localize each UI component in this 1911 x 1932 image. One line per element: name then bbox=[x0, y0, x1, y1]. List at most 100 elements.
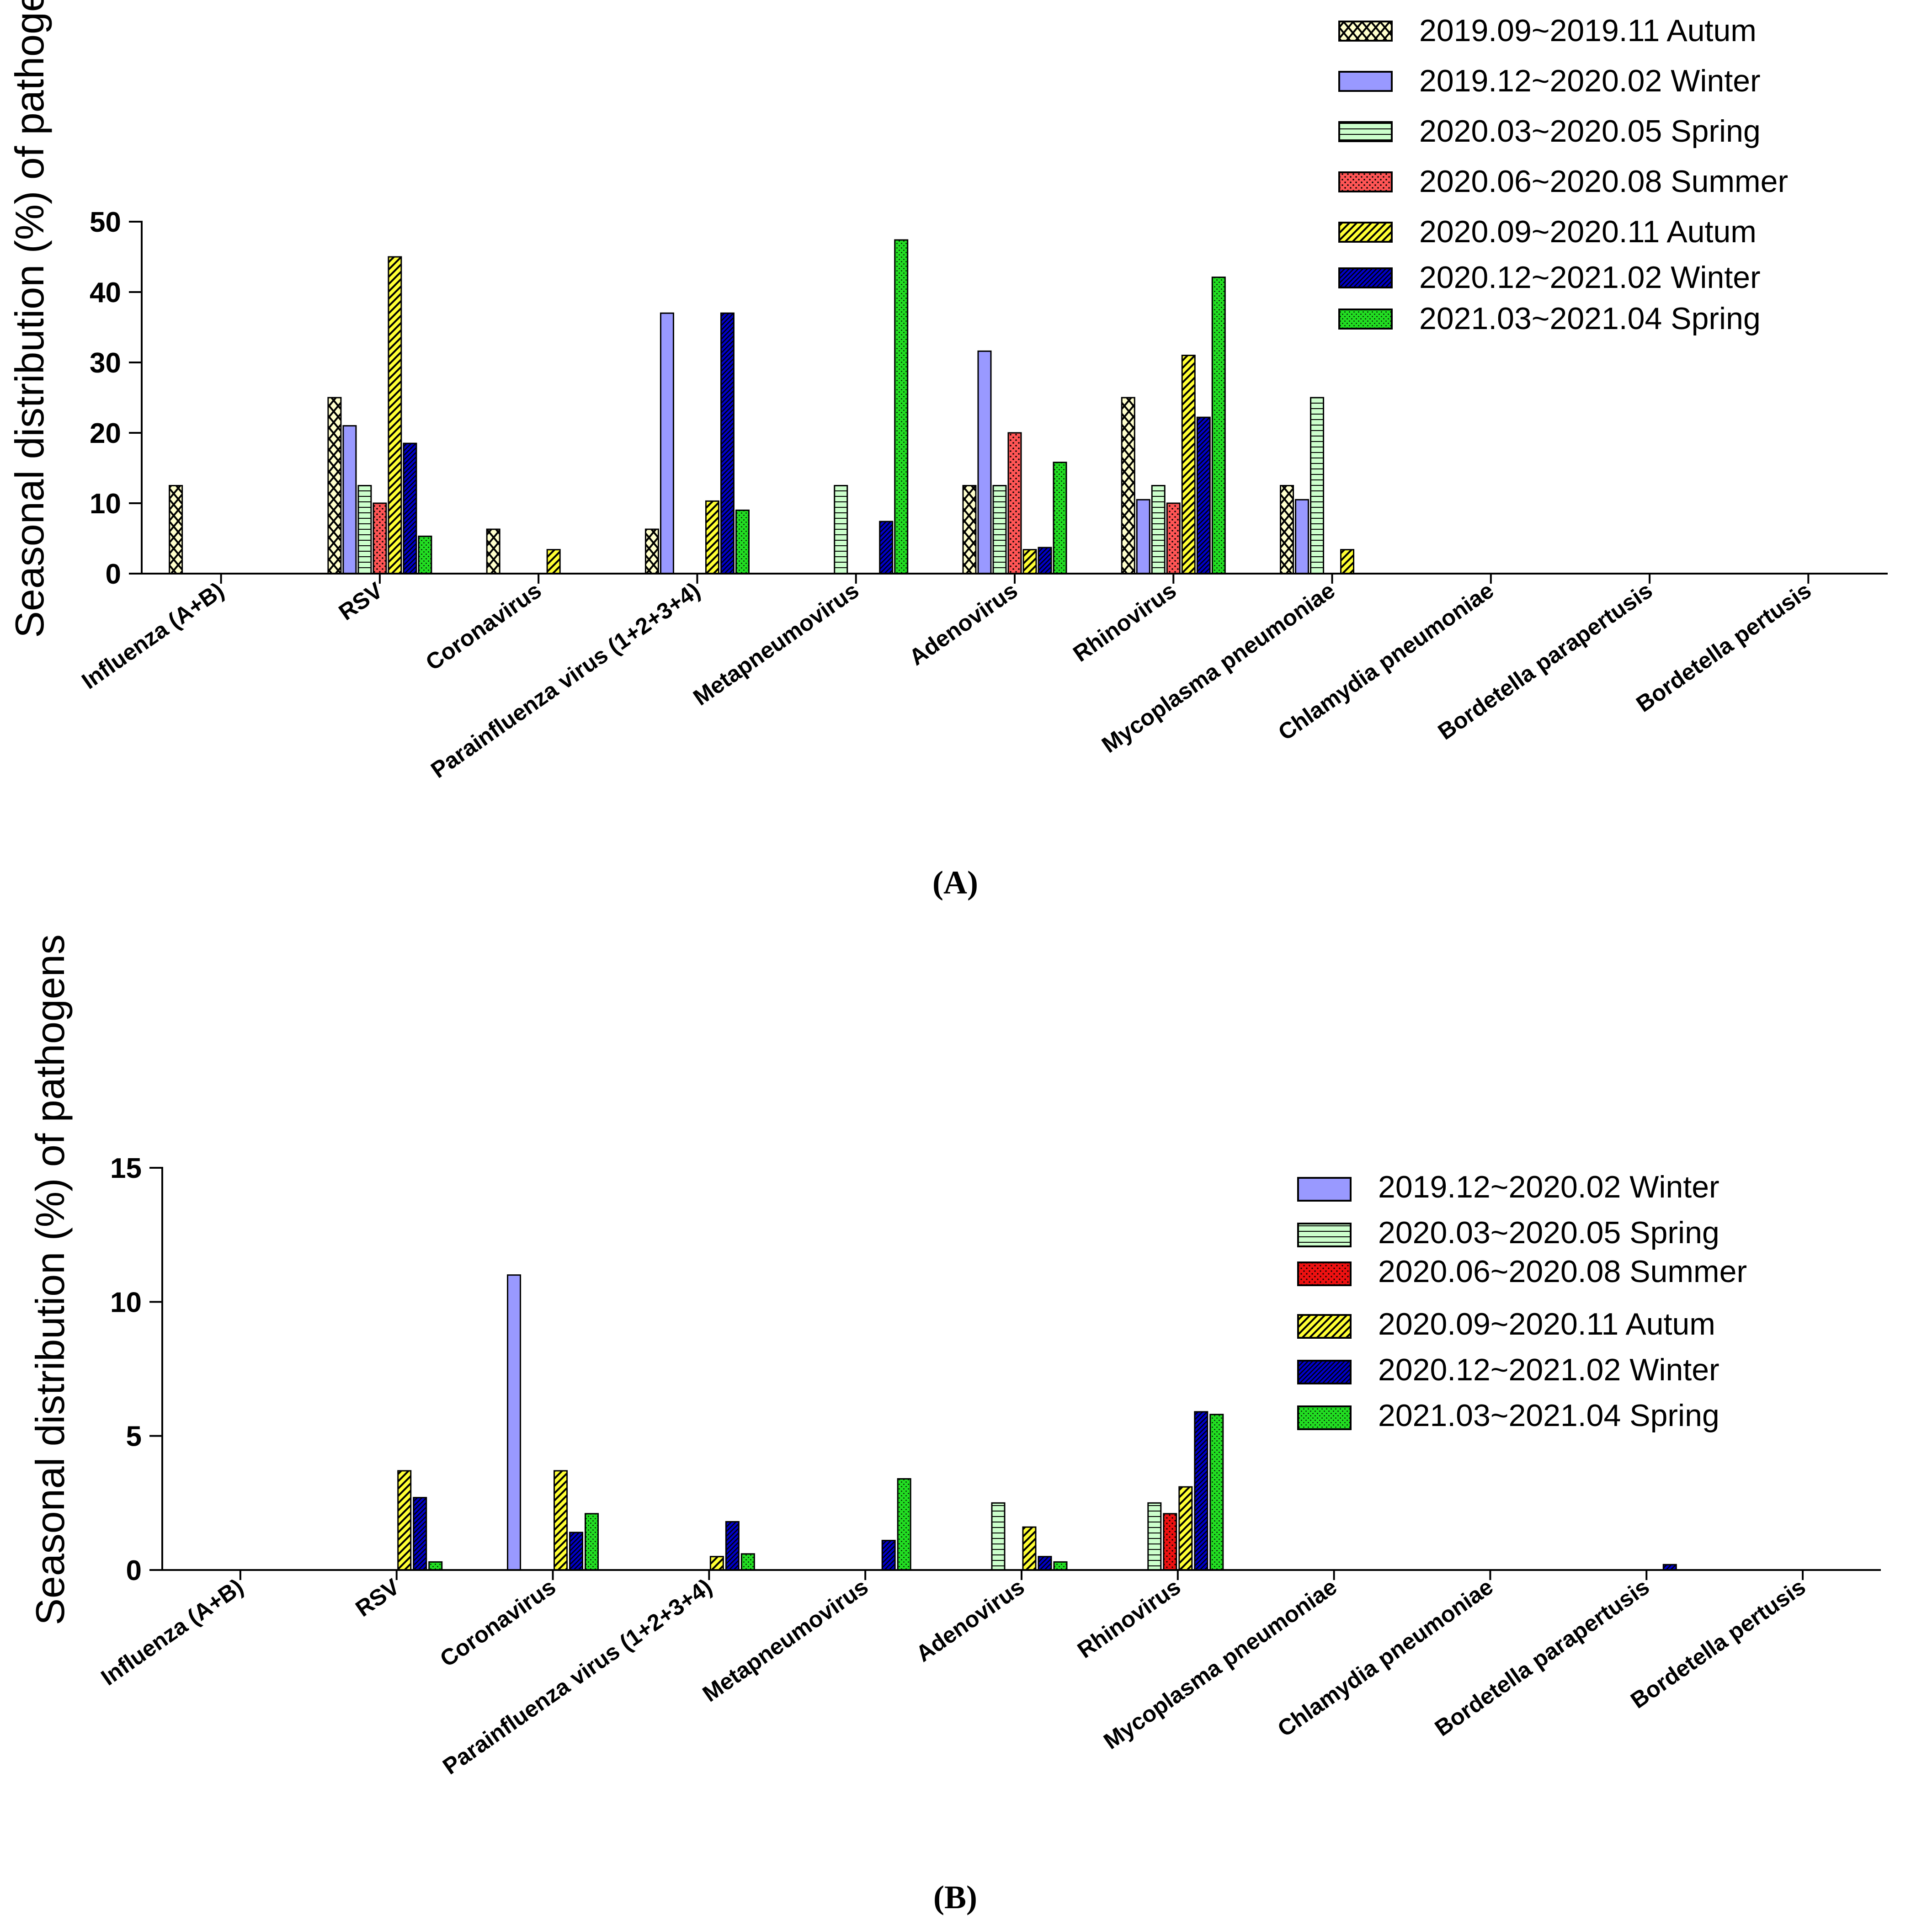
x-tick-label-parainfluenza-virus-1-2-3-4: Parainfluenza virus (1+2+3+4) bbox=[426, 577, 705, 783]
legend-item-2021-03-2021-04-spring: 2021.03~2021.04 Spring bbox=[1297, 1398, 1719, 1433]
legend-item-2020-09-2020-11-autum: 2020.09~2020.11 Autum bbox=[1297, 1307, 1715, 1341]
legend-label: 2020.09~2020.11 Autum bbox=[1419, 214, 1757, 249]
bar-2021-03-2021-04-spring-parainfluenza-virus-1-2-3-4 bbox=[735, 509, 750, 575]
legend-label: 2021.03~2021.04 Spring bbox=[1378, 1398, 1719, 1433]
bar-2020-06-2020-08-summer-rhinovirus bbox=[1163, 1513, 1177, 1571]
y-tick-label: 50 bbox=[90, 207, 121, 238]
bar-2020-09-2020-11-autum-rsv bbox=[397, 1470, 412, 1571]
legend-label: 2020.09~2020.11 Autum bbox=[1378, 1307, 1715, 1341]
bar-2021-03-2021-04-spring-rsv bbox=[428, 1561, 443, 1571]
y-axis-label: Seasonal distribution (%) of pathogens bbox=[27, 934, 73, 1625]
bar-2020-09-2020-11-autum-coronavirus bbox=[554, 1470, 568, 1571]
bar-2021-03-2021-04-spring-rhinovirus bbox=[1211, 277, 1226, 575]
bar-2020-12-2021-02-winter-adenovirus bbox=[1038, 547, 1052, 575]
bar-2020-09-2020-11-autum-mycoplasma-pneumoniae bbox=[1340, 549, 1355, 575]
bar-2021-03-2021-04-spring-metapneumovirus bbox=[894, 239, 909, 575]
legend: 2019.12~2020.02 Winter 2020.03~2020.05 Sp… bbox=[1297, 1170, 1747, 1433]
bar-2020-12-2021-02-winter-adenovirus bbox=[1038, 1556, 1052, 1571]
panel-label: (B) bbox=[933, 1879, 977, 1916]
bar-2020-03-2020-05-spring-adenovirus bbox=[991, 1502, 1006, 1571]
x-tick-label-parainfluenza-virus-1-2-3-4: Parainfluenza virus (1+2+3+4) bbox=[438, 1574, 716, 1779]
legend-label: 2020.03~2020.05 Spring bbox=[1378, 1215, 1719, 1250]
legend-label: 2019.12~2020.02 Winter bbox=[1419, 64, 1761, 98]
chart-panel-a: Seasonal distribution (%) of pathogens 0… bbox=[7, 0, 1888, 901]
bar-2021-03-2021-04-spring-rhinovirus bbox=[1209, 1414, 1224, 1571]
legend-item-2020-12-2021-02-winter: 2020.12~2021.02 Winter bbox=[1338, 260, 1761, 295]
y-tick-label: 30 bbox=[90, 347, 121, 379]
legend-label: 2020.06~2020.08 Summer bbox=[1378, 1254, 1747, 1289]
bar-2020-03-2020-05-spring-rhinovirus bbox=[1151, 485, 1166, 575]
legend-swatch bbox=[1297, 1405, 1352, 1430]
bar-2019-09-2019-11-autum-coronavirus bbox=[486, 528, 500, 575]
x-tick-label-metapneumovirus: Metapneumovirus bbox=[688, 577, 863, 710]
y-tick-label: 15 bbox=[110, 1153, 142, 1184]
bar-2020-12-2021-02-winter-coronavirus bbox=[569, 1532, 584, 1571]
bar-2019-12-2020-02-winter-parainfluenza-virus-1-2-3-4 bbox=[660, 312, 674, 575]
legend-item-2021-03-2021-04-spring: 2021.03~2021.04 Spring bbox=[1338, 301, 1761, 336]
bar-2020-12-2021-02-winter-metapneumovirus bbox=[881, 1539, 896, 1571]
legend-label: 2019.09~2019.11 Autum bbox=[1419, 13, 1757, 48]
bar-2020-06-2020-08-summer-rsv bbox=[373, 502, 387, 575]
bar-2019-12-2020-02-winter-adenovirus bbox=[977, 350, 992, 575]
bar-2020-03-2020-05-spring-rsv bbox=[357, 485, 372, 575]
bar-2020-06-2020-08-summer-adenovirus bbox=[1007, 432, 1022, 575]
bar-2019-12-2020-02-winter-mycoplasma-pneumoniae bbox=[1295, 499, 1309, 575]
bar-2021-03-2021-04-spring-rsv bbox=[418, 535, 432, 575]
bar-2019-09-2019-11-autum-adenovirus bbox=[962, 485, 977, 575]
bar-2020-12-2021-02-winter-rsv bbox=[413, 1497, 427, 1571]
legend-item-2020-03-2020-05-spring: 2020.03~2020.05 Spring bbox=[1338, 114, 1761, 149]
legend-label: 2020.12~2021.02 Winter bbox=[1419, 260, 1761, 295]
bar-2020-06-2020-08-summer-rhinovirus bbox=[1166, 502, 1181, 575]
x-tick-label-metapneumovirus: Metapneumovirus bbox=[698, 1574, 873, 1707]
legend-item-2020-06-2020-08-summer: 2020.06~2020.08 Summer bbox=[1338, 164, 1788, 199]
legend: 2019.09~2019.11 Autum 2019.12~2020.02 Win… bbox=[1338, 13, 1788, 336]
bar-2020-09-2020-11-autum-rhinovirus bbox=[1178, 1486, 1193, 1571]
legend-swatch bbox=[1338, 171, 1393, 192]
bar-2020-03-2020-05-spring-adenovirus bbox=[992, 485, 1007, 575]
bar-2019-09-2019-11-autum-rhinovirus bbox=[1121, 397, 1135, 575]
bar-2020-03-2020-05-spring-mycoplasma-pneumoniae bbox=[1310, 397, 1325, 575]
legend-label: 2020.06~2020.08 Summer bbox=[1419, 164, 1788, 199]
bar-2020-03-2020-05-spring-rhinovirus bbox=[1147, 1502, 1162, 1571]
x-tick-label-adenovirus: Adenovirus bbox=[905, 577, 1022, 671]
bar-2020-09-2020-11-autum-rsv bbox=[388, 256, 402, 575]
x-tick-label-rhinovirus: Rhinovirus bbox=[1073, 1574, 1185, 1663]
x-tick-label-rsv: RSV bbox=[334, 577, 388, 625]
bar-2021-03-2021-04-spring-adenovirus bbox=[1053, 462, 1067, 575]
legend-swatch bbox=[1297, 1223, 1352, 1247]
legend-item-2020-12-2021-02-winter: 2020.12~2021.02 Winter bbox=[1297, 1352, 1719, 1387]
legend-item-2020-09-2020-11-autum: 2020.09~2020.11 Autum bbox=[1338, 214, 1757, 249]
bar-2019-09-2019-11-autum-influenza-a-b bbox=[169, 485, 183, 575]
y-tick-label: 40 bbox=[90, 277, 121, 309]
legend-swatch bbox=[1297, 1314, 1352, 1339]
bar-2020-12-2021-02-winter-rhinovirus bbox=[1196, 416, 1211, 575]
bars-group bbox=[397, 1274, 1677, 1571]
bar-2021-03-2021-04-spring-parainfluenza-virus-1-2-3-4 bbox=[740, 1553, 755, 1571]
y-tick-label: 0 bbox=[106, 559, 121, 590]
legend-swatch bbox=[1297, 1177, 1352, 1202]
bar-2021-03-2021-04-spring-adenovirus bbox=[1053, 1561, 1068, 1571]
y-tick-label: 10 bbox=[90, 488, 121, 520]
x-tick-label-coronavirus: Coronavirus bbox=[421, 577, 546, 676]
legend-swatch bbox=[1338, 21, 1393, 42]
legend-item-2020-06-2020-08-summer: 2020.06~2020.08 Summer bbox=[1297, 1254, 1747, 1289]
legend-swatch bbox=[1338, 267, 1393, 288]
bar-2021-03-2021-04-spring-metapneumovirus bbox=[897, 1478, 911, 1571]
y-axis-label: Seasonal distribution (%) of pathogens bbox=[7, 0, 52, 638]
x-tick-label-rsv: RSV bbox=[351, 1574, 405, 1622]
bar-2020-09-2020-11-autum-rhinovirus bbox=[1181, 355, 1196, 575]
legend-swatch bbox=[1338, 121, 1393, 142]
legend-label: 2021.03~2021.04 Spring bbox=[1419, 301, 1761, 336]
x-tick-label-bordetella-pertusis: Bordetella pertusis bbox=[1632, 577, 1816, 717]
y-tick-label: 0 bbox=[126, 1555, 142, 1586]
legend-swatch bbox=[1338, 222, 1393, 243]
bar-2019-09-2019-11-autum-rsv bbox=[327, 397, 342, 575]
bar-2020-12-2021-02-winter-rsv bbox=[403, 442, 417, 575]
bar-2020-09-2020-11-autum-coronavirus bbox=[546, 549, 561, 575]
bar-2021-03-2021-04-spring-coronavirus bbox=[585, 1513, 599, 1571]
bar-2020-09-2020-11-autum-adenovirus bbox=[1022, 549, 1037, 575]
legend-label: 2020.03~2020.05 Spring bbox=[1419, 114, 1761, 149]
x-tick-label-adenovirus: Adenovirus bbox=[911, 1574, 1029, 1667]
bar-2020-12-2021-02-winter-rhinovirus bbox=[1194, 1411, 1208, 1571]
